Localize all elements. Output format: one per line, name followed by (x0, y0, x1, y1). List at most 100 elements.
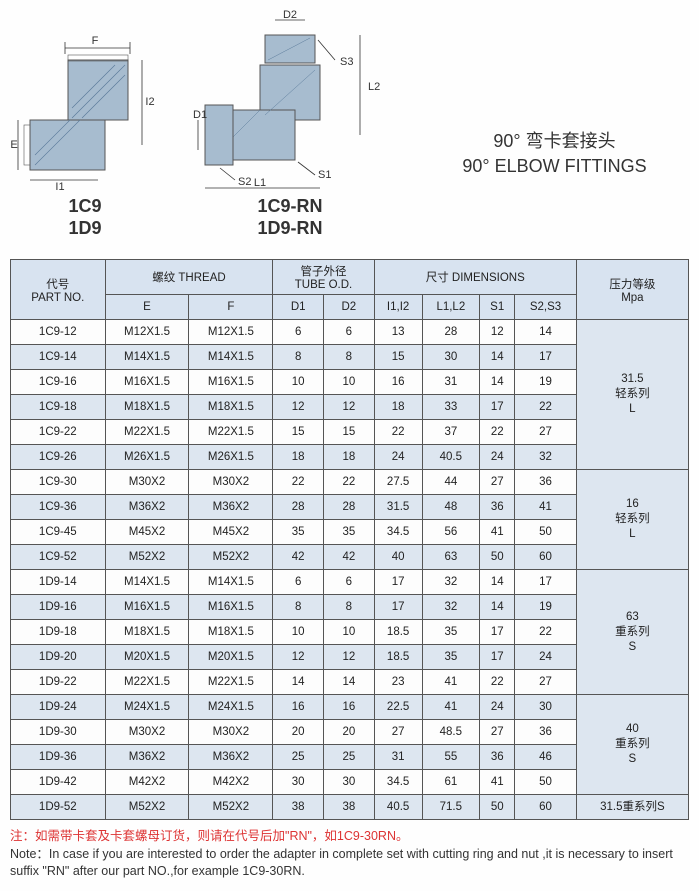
table-cell: 30 (515, 695, 576, 720)
dim-d1-label: D1 (193, 109, 207, 121)
table-cell: 12 (273, 395, 324, 420)
diagram-svg-2: D2 S3 D1 S2 (190, 10, 390, 190)
table-cell: M52X2 (189, 795, 273, 820)
table-cell: 15 (324, 420, 375, 445)
table-cell: 18 (374, 395, 422, 420)
pressure-cell: 16轻系列L (576, 470, 688, 570)
table-cell: 1D9-24 (11, 695, 106, 720)
table-cell: M26X1.5 (189, 445, 273, 470)
title-block: 90° 弯卡套接头 90° ELBOW FITTINGS (420, 129, 689, 239)
table-cell: 1D9-18 (11, 620, 106, 645)
table-cell: 18.5 (374, 645, 422, 670)
table-cell: 13 (374, 320, 422, 345)
table-cell: M22X1.5 (105, 670, 189, 695)
table-cell: 22 (480, 420, 515, 445)
dim-i1-label: I1 (55, 181, 64, 190)
table-cell: 14 (515, 320, 576, 345)
table-cell: 34.5 (374, 520, 422, 545)
table-cell: 22 (374, 420, 422, 445)
table-cell: 71.5 (422, 795, 480, 820)
table-cell: M18X1.5 (189, 620, 273, 645)
table-cell: 41 (422, 670, 480, 695)
dim-s2-label: S2 (238, 176, 251, 188)
table-cell: M30X2 (189, 470, 273, 495)
table-cell: 56 (422, 520, 480, 545)
table-cell: 1C9-30 (11, 470, 106, 495)
table-cell: 60 (515, 545, 576, 570)
table-cell: 17 (374, 570, 422, 595)
table-cell: 55 (422, 745, 480, 770)
table-cell: 46 (515, 745, 576, 770)
table-cell: 1D9-20 (11, 645, 106, 670)
title-en: 90° ELBOW FITTINGS (420, 154, 689, 179)
table-cell: 44 (422, 470, 480, 495)
label-1c9-rn: 1C9-RN (257, 196, 322, 218)
table-cell: M36X2 (189, 745, 273, 770)
table-cell: 48.5 (422, 720, 480, 745)
table-cell: M22X1.5 (105, 420, 189, 445)
pressure-cell: 40重系列S (576, 695, 688, 795)
th-d2: D2 (324, 295, 375, 320)
table-cell: 14 (480, 345, 515, 370)
table-cell: 50 (480, 795, 515, 820)
table-cell: M52X2 (189, 545, 273, 570)
table-cell: 1C9-26 (11, 445, 106, 470)
table-cell: 1D9-36 (11, 745, 106, 770)
th-s1: S1 (480, 295, 515, 320)
table-cell: 8 (273, 595, 324, 620)
table-cell: 42 (324, 545, 375, 570)
table-cell: 18 (324, 445, 375, 470)
table-cell: 24 (480, 445, 515, 470)
th-d1: D1 (273, 295, 324, 320)
table-cell: M18X1.5 (105, 395, 189, 420)
table-cell: 8 (324, 345, 375, 370)
table-cell: 20 (324, 720, 375, 745)
table-cell: 1C9-12 (11, 320, 106, 345)
table-cell: 27 (515, 420, 576, 445)
th-f: F (189, 295, 273, 320)
pressure-cell: 63重系列S (576, 570, 688, 695)
table-row: 1D9-24M24X1.5M24X1.5161622.541243040重系列S (11, 695, 689, 720)
table-cell: 25 (324, 745, 375, 770)
table-cell: 25 (273, 745, 324, 770)
table-cell: 27 (515, 670, 576, 695)
table-cell: 36 (480, 495, 515, 520)
table-cell: 17 (515, 570, 576, 595)
spec-table: 代号 PART NO. 螺纹 THREAD 管子外径TUBE O.D. 尺寸 D… (10, 259, 689, 820)
table-cell: 1D9-30 (11, 720, 106, 745)
diagram1-part-labels: 1C9 1D9 (68, 196, 101, 239)
table-cell: 31 (374, 745, 422, 770)
table-cell: 30 (324, 770, 375, 795)
table-cell: M16X1.5 (105, 595, 189, 620)
table-cell: 27.5 (374, 470, 422, 495)
table-cell: 63 (422, 545, 480, 570)
table-cell: 50 (515, 770, 576, 795)
table-cell: 60 (515, 795, 576, 820)
th-i12: I1,I2 (374, 295, 422, 320)
pressure-cell: 31.5重系列S (576, 795, 688, 820)
table-cell: 22 (515, 395, 576, 420)
th-s23: S2,S3 (515, 295, 576, 320)
table-cell: 17 (480, 645, 515, 670)
note-en: Note：In case if you are interested to or… (10, 846, 689, 881)
table-cell: 6 (273, 570, 324, 595)
table-cell: 17 (374, 595, 422, 620)
table-cell: M20X1.5 (189, 645, 273, 670)
table-cell: 40 (374, 545, 422, 570)
table-cell: 22 (515, 620, 576, 645)
table-cell: 40.5 (422, 445, 480, 470)
table-cell: 42 (273, 545, 324, 570)
table-cell: 16 (273, 695, 324, 720)
table-cell: 1C9-16 (11, 370, 106, 395)
table-cell: 19 (515, 370, 576, 395)
table-cell: 1C9-52 (11, 545, 106, 570)
table-cell: 8 (273, 345, 324, 370)
note-block: 注：如需带卡套及卡套螺母订货，则请在代号后加"RN"，如1C9-30RN。 No… (10, 828, 689, 881)
table-cell: 1C9-45 (11, 520, 106, 545)
table-cell: 6 (324, 570, 375, 595)
table-cell: 34.5 (374, 770, 422, 795)
table-cell: 41 (422, 695, 480, 720)
table-cell: 40.5 (374, 795, 422, 820)
table-row: 1C9-30M30X2M30X2222227.544273616轻系列L (11, 470, 689, 495)
table-cell: 31 (422, 370, 480, 395)
